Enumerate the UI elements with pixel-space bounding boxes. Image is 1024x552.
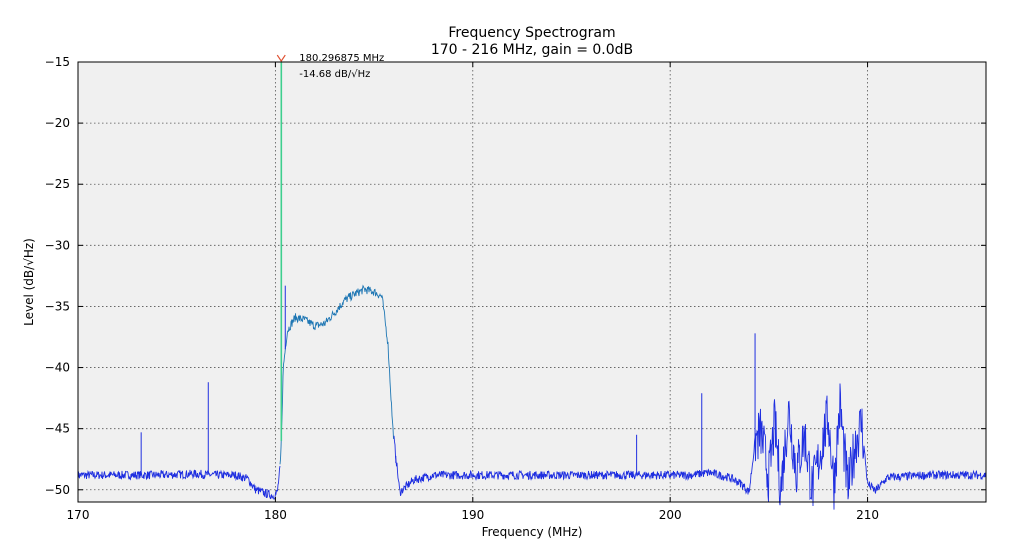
annotation-frequency: 180.296875 MHz bbox=[299, 53, 384, 64]
x-tick-label: 210 bbox=[856, 508, 879, 522]
x-tick-label: 180 bbox=[264, 508, 287, 522]
y-tick-label: −45 bbox=[45, 422, 70, 436]
peak-marker-icon bbox=[276, 54, 286, 63]
y-tick-label: −25 bbox=[45, 177, 70, 191]
x-axis-label: Frequency (MHz) bbox=[482, 525, 583, 539]
noise-floor-left-trace bbox=[77, 465, 281, 500]
y-tick-label: −15 bbox=[45, 55, 70, 69]
noise-floor-right-trace bbox=[393, 383, 987, 510]
annotation-level: -14.68 dB/√Hz bbox=[299, 69, 370, 80]
data-layer bbox=[77, 62, 987, 510]
y-tick-label: −30 bbox=[45, 238, 70, 252]
chart-subtitle: 170 - 216 MHz, gain = 0.0dB bbox=[431, 42, 633, 58]
plot-area bbox=[78, 62, 986, 502]
x-tick-label: 200 bbox=[659, 508, 682, 522]
y-tick-label: −20 bbox=[45, 116, 70, 130]
signal-band-trace bbox=[279, 284, 395, 465]
y-axis-label: Level (dB/√Hz) bbox=[22, 238, 36, 326]
peak-annotation: 180.296875 MHz -14.68 dB/√Hz bbox=[276, 53, 384, 80]
x-tick-label: 190 bbox=[461, 508, 484, 522]
x-tick-label: 170 bbox=[67, 508, 90, 522]
plot-frame bbox=[77, 61, 987, 503]
axis-ticks: 170 180 190 200 210 −15 −20 −25 −30 −35 −40 −45 −50 bbox=[45, 55, 986, 522]
y-tick-label: −40 bbox=[45, 361, 70, 375]
chart-title: Frequency Spectrogram bbox=[448, 25, 615, 41]
y-tick-label: −35 bbox=[45, 299, 70, 313]
y-tick-label: −50 bbox=[45, 483, 70, 497]
